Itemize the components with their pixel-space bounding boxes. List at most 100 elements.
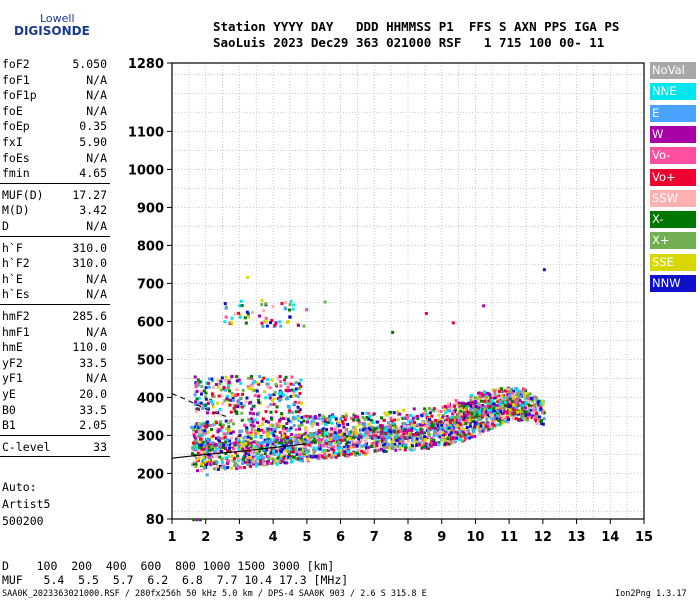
- param-row: yE 20.0: [2, 387, 107, 402]
- echo-point: [272, 433, 276, 437]
- echo-point: [472, 409, 476, 413]
- echo-point: [291, 391, 295, 395]
- echo-point: [272, 392, 276, 396]
- param-name: foE: [2, 103, 23, 118]
- echo-point: [321, 433, 325, 437]
- echo-point: [483, 405, 487, 409]
- echo-point: [363, 427, 367, 431]
- echo-point: [365, 411, 369, 415]
- echo-point: [462, 405, 466, 409]
- echo-point: [273, 445, 277, 449]
- echo-point: [352, 445, 356, 449]
- echo-point: [337, 442, 341, 446]
- echo-point: [468, 416, 472, 420]
- echo-point: [454, 399, 458, 403]
- echo-point: [344, 412, 348, 416]
- auto-line: Auto:: [2, 480, 37, 494]
- echo-point: [333, 433, 337, 437]
- echo-point: [445, 426, 449, 430]
- echo-point: [481, 404, 485, 408]
- echo-point: [221, 402, 225, 406]
- echo-point: [244, 437, 248, 441]
- param-value: 17.27: [72, 187, 107, 202]
- echo-point: [387, 443, 391, 447]
- echo-point: [229, 410, 233, 414]
- echo-point: [206, 450, 210, 454]
- echo-point: [482, 413, 486, 417]
- echo-point: [277, 421, 281, 425]
- echo-point: [419, 423, 423, 427]
- echo-point: [514, 401, 518, 405]
- echo-point: [445, 415, 449, 419]
- echo-point: [511, 417, 515, 421]
- echo-point: [535, 414, 539, 418]
- echo-point: [224, 419, 228, 423]
- echo-point: [246, 459, 250, 463]
- echo-point: [244, 321, 248, 325]
- echo-point: [341, 422, 345, 426]
- echo-point: [469, 401, 473, 405]
- echo-point: [354, 434, 358, 438]
- x-tick-label: 4: [269, 530, 278, 545]
- echo-point: [451, 418, 455, 422]
- echo-point: [438, 420, 442, 424]
- echo-point: [262, 376, 266, 380]
- echo-point: [385, 445, 389, 449]
- echo-point: [488, 425, 492, 429]
- echo-point: [318, 413, 322, 417]
- echo-point: [510, 414, 514, 418]
- echo-point: [192, 518, 196, 522]
- echo-point: [373, 438, 377, 442]
- echo-point: [247, 418, 251, 422]
- echo-point: [207, 458, 211, 462]
- echo-point: [372, 412, 376, 416]
- echo-point: [387, 412, 391, 416]
- echo-point: [210, 392, 214, 396]
- echo-point: [318, 444, 322, 448]
- echo-point: [194, 410, 198, 414]
- echo-point: [305, 414, 309, 418]
- echo-point: [334, 426, 338, 430]
- echo-point: [204, 391, 208, 395]
- echo-point: [279, 454, 283, 458]
- echo-point: [274, 410, 278, 414]
- echo-point: [497, 389, 501, 393]
- echo-point: [263, 461, 267, 465]
- echo-point: [382, 446, 386, 450]
- echo-point: [541, 422, 545, 426]
- echo-point: [238, 433, 242, 437]
- echo-point: [279, 391, 283, 395]
- echo-point: [286, 450, 290, 454]
- echo-point: [198, 434, 202, 438]
- echo-point: [429, 444, 433, 448]
- echo-point: [255, 381, 259, 385]
- echo-point: [437, 413, 441, 417]
- echo-point: [289, 394, 293, 398]
- legend-item: E: [650, 104, 696, 122]
- echo-point: [259, 453, 263, 457]
- echo-point: [261, 440, 265, 444]
- echo-point: [370, 418, 374, 422]
- echo-point: [393, 445, 397, 449]
- echo-point: [343, 438, 347, 442]
- param-value: N/A: [86, 103, 107, 118]
- echo-point: [306, 457, 310, 461]
- param-value: N/A: [86, 324, 107, 339]
- x-tick-label: 15: [635, 530, 653, 545]
- echo-point: [466, 429, 470, 433]
- echo-point: [457, 401, 461, 405]
- echo-point: [245, 427, 249, 431]
- echo-point: [244, 460, 248, 464]
- echo-point: [387, 431, 391, 435]
- echo-point: [224, 315, 228, 319]
- y-tick-label: 900: [137, 201, 164, 216]
- echo-point: [495, 404, 499, 408]
- echo-point: [507, 406, 511, 410]
- echo-point: [422, 441, 426, 445]
- echo-point: [199, 422, 203, 426]
- echo-point: [371, 420, 375, 424]
- echo-point: [377, 435, 381, 439]
- echo-point: [421, 428, 425, 432]
- echo-point: [397, 438, 401, 442]
- echo-point: [467, 419, 471, 423]
